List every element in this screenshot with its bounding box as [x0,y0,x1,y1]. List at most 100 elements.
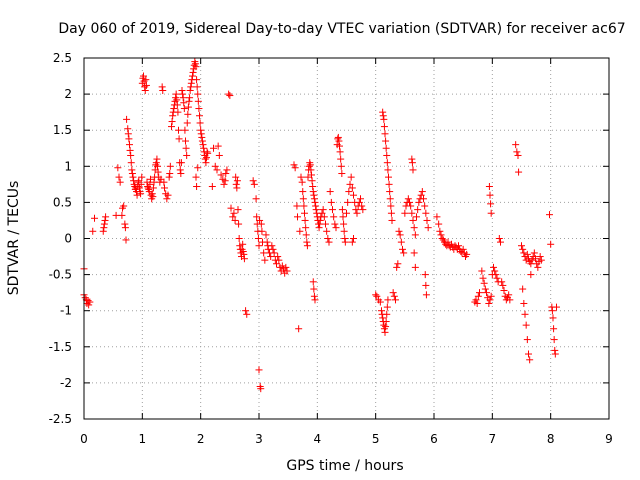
data-point [350,191,357,199]
data-point [124,130,132,138]
data-point [348,184,356,192]
data-point [421,202,429,210]
data-point [161,184,168,192]
data-point [184,103,192,111]
data-point [474,292,482,300]
y-tick-label: 2 [64,87,72,101]
data-point [505,291,513,299]
data-point [389,289,397,297]
data-point [115,173,123,181]
x-tick-label: 1 [139,432,147,446]
data-point [175,135,183,143]
data-point [181,126,189,134]
data-point [339,213,347,221]
data-point [193,183,201,191]
data-point [193,76,201,84]
data-point [337,155,345,163]
data-point [408,209,416,217]
data-point [231,216,239,224]
points-layer [80,58,560,393]
data-point [411,263,419,271]
data-point [357,195,364,203]
data-point [269,245,277,253]
data-point [397,238,405,246]
data-point [186,86,194,94]
data-point [189,68,197,76]
data-point [537,256,545,264]
data-point [153,155,161,163]
data-point [255,242,263,250]
data-point [514,151,522,159]
data-point [487,209,495,217]
x-tick-label: 5 [372,432,380,446]
data-point [340,227,348,235]
data-point [515,168,523,176]
data-point [525,350,532,358]
x-tick-label: 4 [314,432,322,446]
data-point [149,193,157,201]
data-point [229,213,237,221]
data-point [301,209,308,217]
data-point [84,297,92,305]
data-point [382,137,390,145]
data-point [101,216,109,224]
data-point [140,77,148,85]
data-point [335,137,343,145]
data-point [309,278,317,286]
data-point [487,292,495,300]
data-point [141,86,149,94]
data-point [463,250,471,258]
data-point [163,195,171,203]
data-point [519,245,527,253]
data-point [183,151,191,159]
data-point [409,166,417,174]
data-point [473,299,481,307]
data-point [194,97,202,105]
data-point [230,209,238,217]
data-point [380,115,388,123]
data-point [380,123,388,131]
data-point [344,198,352,206]
data-point [381,328,389,336]
data-point [506,296,514,304]
data-point [486,191,494,199]
data-point [305,162,313,170]
data-point [392,296,399,304]
data-point [336,142,343,150]
data-point [414,206,422,214]
data-point [526,356,534,364]
x-tick-label: 6 [430,432,438,446]
y-tick-label: 2.5 [53,51,72,65]
data-point [199,141,207,149]
data-point [481,285,489,293]
data-point [249,177,257,185]
data-point [137,180,145,188]
data-point [141,83,149,91]
data-point [179,94,187,102]
data-point [418,188,426,196]
data-point [257,385,265,393]
data-point [476,289,483,297]
data-point [213,166,221,174]
data-point [173,96,181,104]
data-point [353,209,361,217]
data-point [140,72,147,80]
data-point [157,175,165,183]
data-point [346,180,354,188]
data-point [149,184,157,192]
data-point [338,170,346,178]
data-point [513,148,521,156]
data-point [154,168,162,176]
data-point [437,231,445,239]
data-point [310,292,318,300]
data-point [127,151,135,159]
data-point [152,159,160,167]
data-point [183,119,191,127]
data-point [323,227,331,235]
data-point [258,227,266,235]
data-point [527,271,535,279]
data-point [310,195,318,203]
data-point [300,202,308,210]
data-point [308,171,315,179]
y-axis-label: SDTVAR / TECUs [6,181,22,296]
